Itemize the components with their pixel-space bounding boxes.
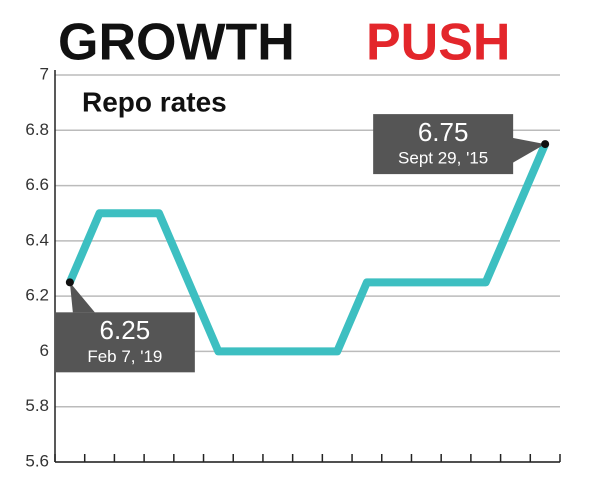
line (66, 142, 549, 356)
y-tick-label: 6.2 (25, 286, 49, 305)
data-label: 6.25 (100, 315, 151, 345)
y-tick-label: 6 (40, 341, 49, 360)
data-label: 6.75 (418, 117, 469, 147)
point-label: Feb 7, '19 (87, 347, 162, 366)
y-tick-label: 7 (40, 64, 49, 83)
point-label: Sept 29, '15 (398, 149, 488, 168)
chart-title-highlight: PUSH (366, 14, 510, 72)
point (541, 140, 550, 149)
y-tick-label: 5.6 (25, 451, 49, 470)
callout-box (373, 114, 514, 175)
point (65, 278, 74, 287)
callout-box (54, 312, 195, 373)
y-tick-label: 6.6 (25, 175, 49, 194)
chart-title: GROWTH (58, 14, 295, 72)
y-tick-label: 6.8 (25, 120, 49, 139)
chart-subtitle: Repo rates (82, 86, 227, 117)
y-tick-label: 5.8 (25, 396, 49, 415)
y-tick-label: 6.4 (25, 230, 49, 249)
callout-pointer (69, 282, 95, 313)
